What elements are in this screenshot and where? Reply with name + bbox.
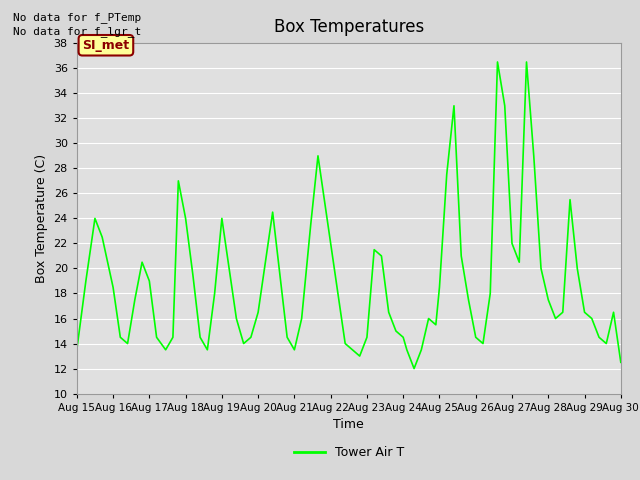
- Y-axis label: Box Temperature (C): Box Temperature (C): [35, 154, 48, 283]
- Text: No data for f_lgr_t: No data for f_lgr_t: [13, 26, 141, 37]
- Legend: Tower Air T: Tower Air T: [289, 442, 409, 465]
- Text: SI_met: SI_met: [83, 39, 129, 52]
- Text: No data for f_PTemp: No data for f_PTemp: [13, 12, 141, 23]
- X-axis label: Time: Time: [333, 418, 364, 431]
- Title: Box Temperatures: Box Temperatures: [274, 18, 424, 36]
